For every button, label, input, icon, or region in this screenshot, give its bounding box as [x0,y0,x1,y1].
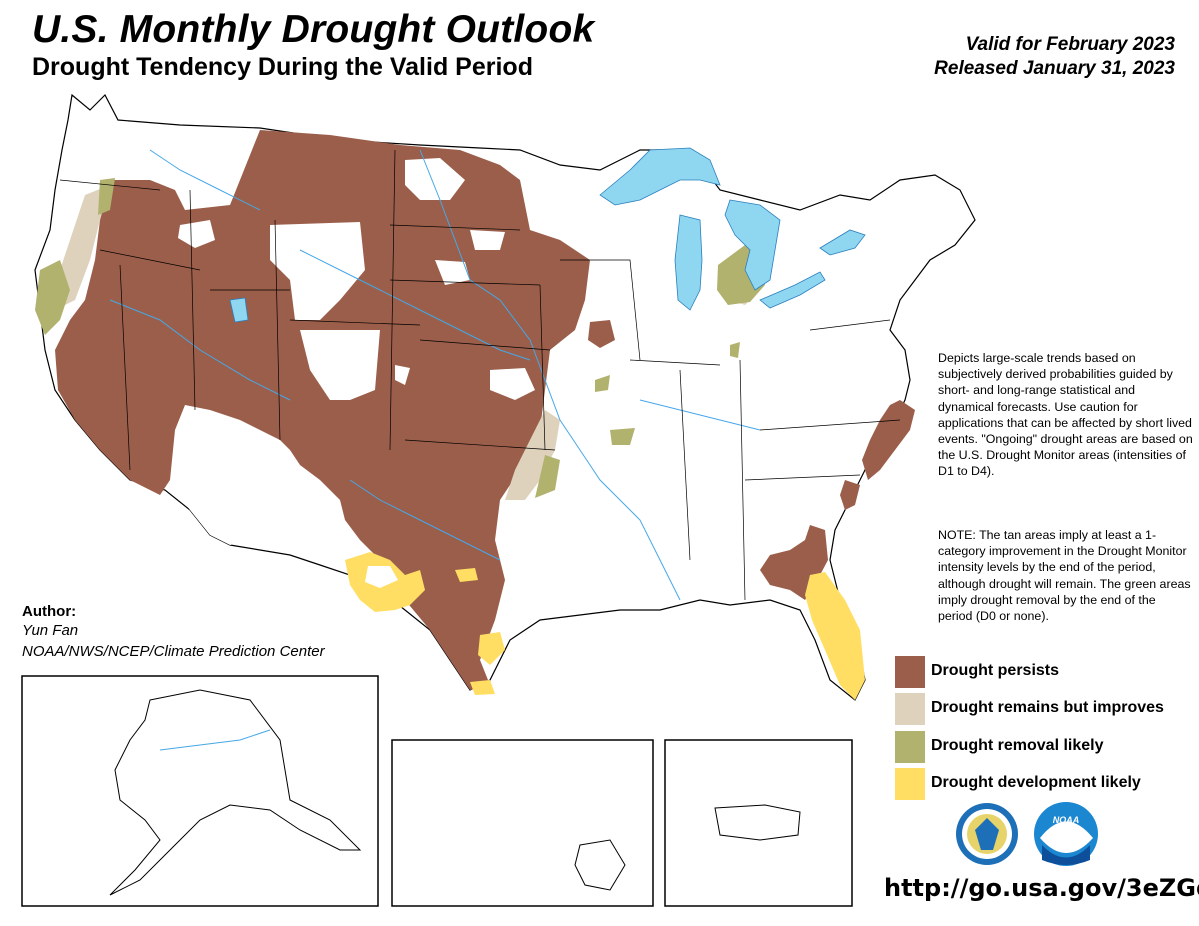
legend-item-improves: Drought remains but improves [895,693,1199,725]
state-borders [59,149,901,601]
source-url-link[interactable]: http://go.usa.gov/3eZGd [884,874,1199,902]
author-organization: NOAA/NWS/NCEP/Climate Prediction Center [22,643,325,660]
description-text: Depicts large-scale trends based on subj… [938,351,1193,479]
nc-va-persist-region [862,400,915,480]
legend-swatch-removal [895,731,925,763]
author-label: Author: [22,603,77,620]
non-drought-holes [175,158,535,545]
legend-label-development: Drought development likely [931,774,1141,791]
hawaii-inset [391,739,654,907]
map-title: U.S. Monthly Drought Outlook [32,8,595,51]
legend-swatch-development [895,768,925,800]
alaska-outline [109,689,362,896]
missouri-persist-region [588,320,615,348]
lake-superior [599,147,721,206]
note-text: NOTE: The tan areas imply at least a 1-c… [938,528,1191,624]
lake-michigan [674,214,703,311]
great-lakes [229,147,866,323]
noaa-logo-icon [1034,802,1098,866]
alaska-inset [21,675,379,907]
map-subtitle: Drought Tendency During the Valid Period [32,53,533,81]
legend-label-persists: Drought persists [931,662,1060,679]
lake-huron [724,199,781,291]
department-of-commerce-seal-icon [956,803,1018,865]
valid-period: Valid for February 2023 [965,34,1175,55]
sc-persist-region [840,480,860,510]
puerto-rico-outline [714,804,801,841]
release-date: Released January 31, 2023 [934,58,1175,79]
legend-item-removal: Drought removal likely [895,731,1199,763]
noaa-logo-text: NOAA [1053,815,1080,825]
alaska-river [159,729,271,751]
great-salt-lake [229,297,249,323]
legend-label-improves: Drought remains but improves [931,699,1164,716]
lake-erie [759,271,826,309]
hawaii-big-island [574,839,626,891]
legend-swatch-persists [895,656,925,688]
legend-label-removal: Drought removal likely [931,737,1104,754]
rivers [109,149,761,601]
legend-item-persists: Drought persists [895,656,1199,688]
author-name: Yun Fan [22,622,79,639]
lake-ontario [819,229,866,256]
development-hole [365,566,398,588]
legend-swatch-improves [895,693,925,725]
legend-item-development: Drought development likely [895,768,1199,800]
